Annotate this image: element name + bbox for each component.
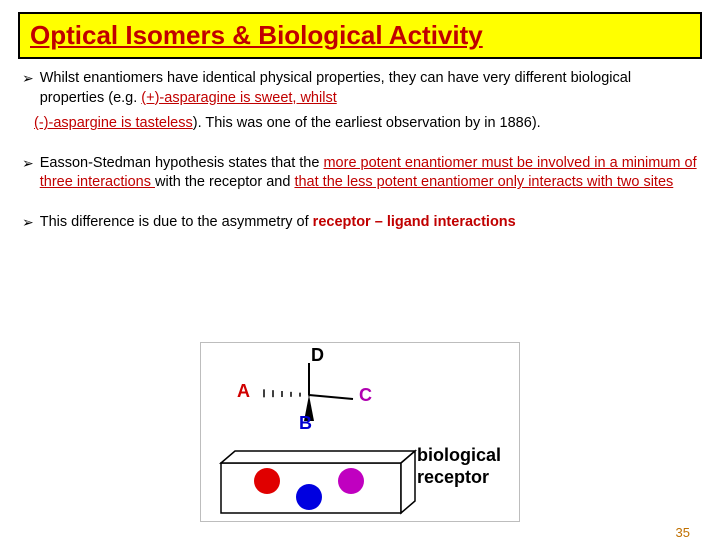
svg-text:A: A xyxy=(237,381,250,401)
bullet-text-fragment: with the receptor and xyxy=(155,174,294,190)
bullet-arrow-icon: ➢ xyxy=(22,154,34,174)
bullet-item: ➢ This difference is due to the asymmetry… xyxy=(22,213,698,233)
bullet-body: Whilst enantiomers have identical physic… xyxy=(40,69,698,108)
svg-text:receptor: receptor xyxy=(417,467,489,487)
svg-text:C: C xyxy=(359,385,372,405)
receptor-diagram-svg: D A B Cbiologicalreceptor xyxy=(201,343,521,523)
bullet-continuation: (-)-aspargine is tasteless). This was on… xyxy=(34,114,698,134)
bullet-item: ➢ Whilst enantiomers have identical physi… xyxy=(22,69,698,108)
page-number: 35 xyxy=(676,525,690,540)
bullet-item: ➢ Easson-Stedman hypothesis states that t… xyxy=(22,154,698,193)
bullet-text-fragment: Easson-Stedman hypothesis states that th… xyxy=(40,155,324,171)
slide-title: Optical Isomers & Biological Activity xyxy=(30,20,483,50)
bullet-body: Easson-Stedman hypothesis states that th… xyxy=(40,154,698,193)
svg-text:D: D xyxy=(311,345,324,365)
bullet-text-fragment: that the less potent enantiomer only int… xyxy=(294,174,673,190)
bullet-text-fragment: receptor – ligand interactions xyxy=(313,214,516,230)
title-box: Optical Isomers & Biological Activity xyxy=(18,12,702,59)
bullet-arrow-icon: ➢ xyxy=(22,69,34,89)
receptor-diagram: D A B Cbiologicalreceptor xyxy=(200,342,520,522)
bullet-text-fragment: (+)-asparagine is sweet, whilst xyxy=(141,90,336,106)
bullet-text-fragment: (-)-aspargine is tasteless xyxy=(34,115,193,131)
svg-text:B: B xyxy=(299,413,312,433)
bullet-text-fragment: ). This was one of the earliest observat… xyxy=(193,115,541,131)
bullet-text-fragment: This difference is due to the asymmetry … xyxy=(40,214,313,230)
bullet-body: This difference is due to the asymmetry … xyxy=(40,213,698,233)
bullet-arrow-icon: ➢ xyxy=(22,213,34,233)
svg-text:biological: biological xyxy=(417,445,501,465)
